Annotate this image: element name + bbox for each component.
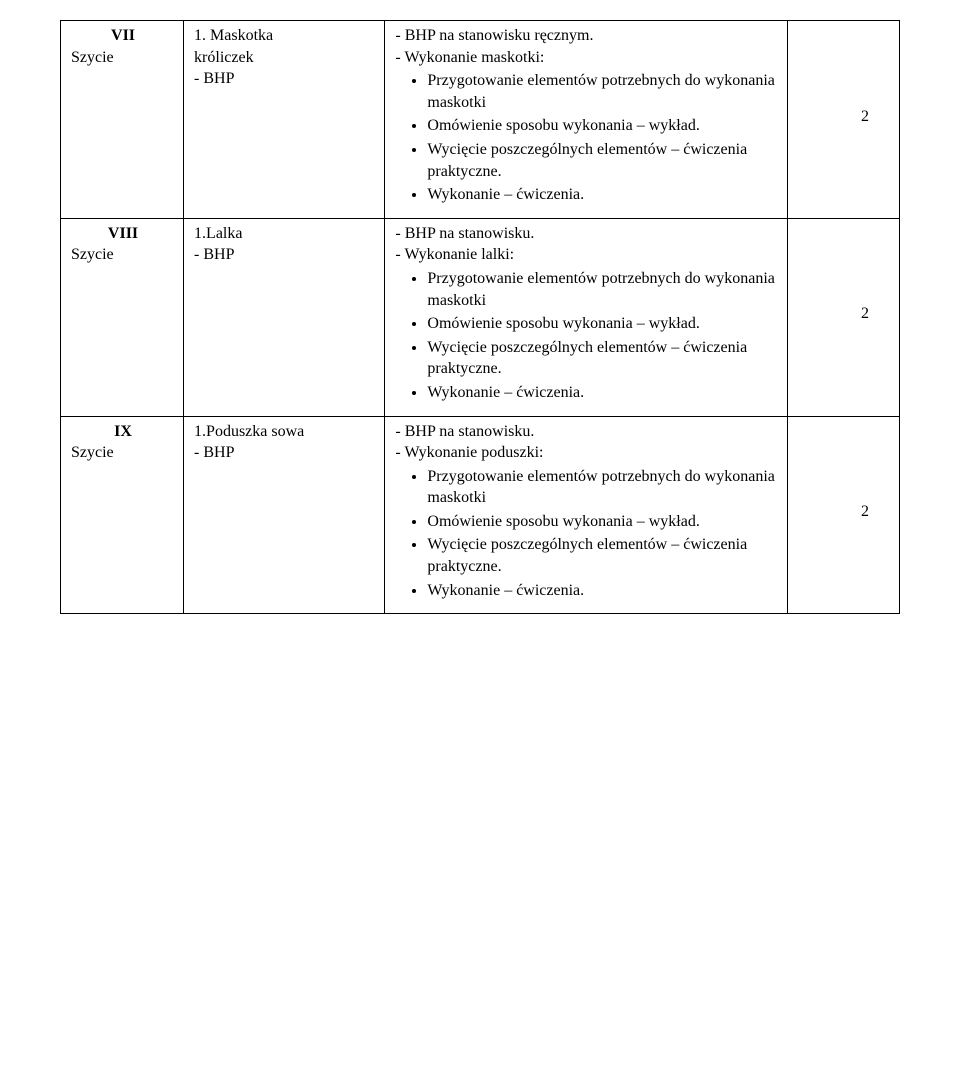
cell-description: - BHP na stanowisku ręcznym. - Wykonanie… [385,21,788,219]
bullet-item: Omówienie sposobu wykonania – wykład. [427,313,779,335]
bullet-item: Wycięcie poszczególnych elementów – ćwic… [427,337,779,380]
table-row: IX Szycie 1.Poduszka sowa - BHP - BHP na… [61,416,900,614]
bullet-item: Wycięcie poszczególnych elementów – ćwic… [427,139,779,182]
section-label: Szycie [71,47,175,69]
desc-line: - BHP na stanowisku. [395,421,779,443]
desc-line: - Wykonanie maskotki: [395,47,779,69]
bullet-item: Przygotowanie elementów potrzebnych do w… [427,268,779,311]
topic-item: 1. Maskotka [194,25,376,47]
cell-hours: 2 [788,218,900,416]
table-row: VII Szycie 1. Maskotka króliczek - BHP -… [61,21,900,219]
bullet-item: Omówienie sposobu wykonania – wykład. [427,115,779,137]
bullet-item: Wykonanie – ćwiczenia. [427,580,779,602]
cell-hours: 2 [788,416,900,614]
topic-item: 1.Poduszka sowa [194,421,376,443]
bullet-item: Przygotowanie elementów potrzebnych do w… [427,70,779,113]
topic-bhp: - BHP [194,68,376,90]
desc-line: - Wykonanie lalki: [395,244,779,266]
hours-value: 2 [861,503,869,520]
cell-description: - BHP na stanowisku. - Wykonanie poduszk… [385,416,788,614]
topic-item: 1.Lalka [194,223,376,245]
bullet-list: Przygotowanie elementów potrzebnych do w… [395,466,779,602]
topic-sub: króliczek [194,47,376,69]
roman-numeral: VIII [71,223,175,245]
cell-topic: 1. Maskotka króliczek - BHP [184,21,385,219]
bullet-item: Przygotowanie elementów potrzebnych do w… [427,466,779,509]
bullet-list: Przygotowanie elementów potrzebnych do w… [395,70,779,206]
bullet-item: Wycięcie poszczególnych elementów – ćwic… [427,534,779,577]
section-label: Szycie [71,244,175,266]
hours-value: 2 [861,305,869,322]
curriculum-table: VII Szycie 1. Maskotka króliczek - BHP -… [60,20,900,614]
cell-topic: 1.Lalka - BHP [184,218,385,416]
roman-numeral: VII [71,25,175,47]
topic-bhp: - BHP [194,244,376,266]
table-row: VIII Szycie 1.Lalka - BHP - BHP na stano… [61,218,900,416]
bullet-item: Wykonanie – ćwiczenia. [427,382,779,404]
cell-section: IX Szycie [61,416,184,614]
cell-description: - BHP na stanowisku. - Wykonanie lalki: … [385,218,788,416]
hours-value: 2 [861,108,869,125]
cell-hours: 2 [788,21,900,219]
topic-bhp: - BHP [194,442,376,464]
roman-numeral: IX [71,421,175,443]
bullet-list: Przygotowanie elementów potrzebnych do w… [395,268,779,404]
cell-section: VIII Szycie [61,218,184,416]
page: VII Szycie 1. Maskotka króliczek - BHP -… [0,0,960,634]
cell-section: VII Szycie [61,21,184,219]
cell-topic: 1.Poduszka sowa - BHP [184,416,385,614]
desc-line: - BHP na stanowisku. [395,223,779,245]
bullet-item: Wykonanie – ćwiczenia. [427,184,779,206]
desc-line: - Wykonanie poduszki: [395,442,779,464]
bullet-item: Omówienie sposobu wykonania – wykład. [427,511,779,533]
section-label: Szycie [71,442,175,464]
desc-line: - BHP na stanowisku ręcznym. [395,25,779,47]
